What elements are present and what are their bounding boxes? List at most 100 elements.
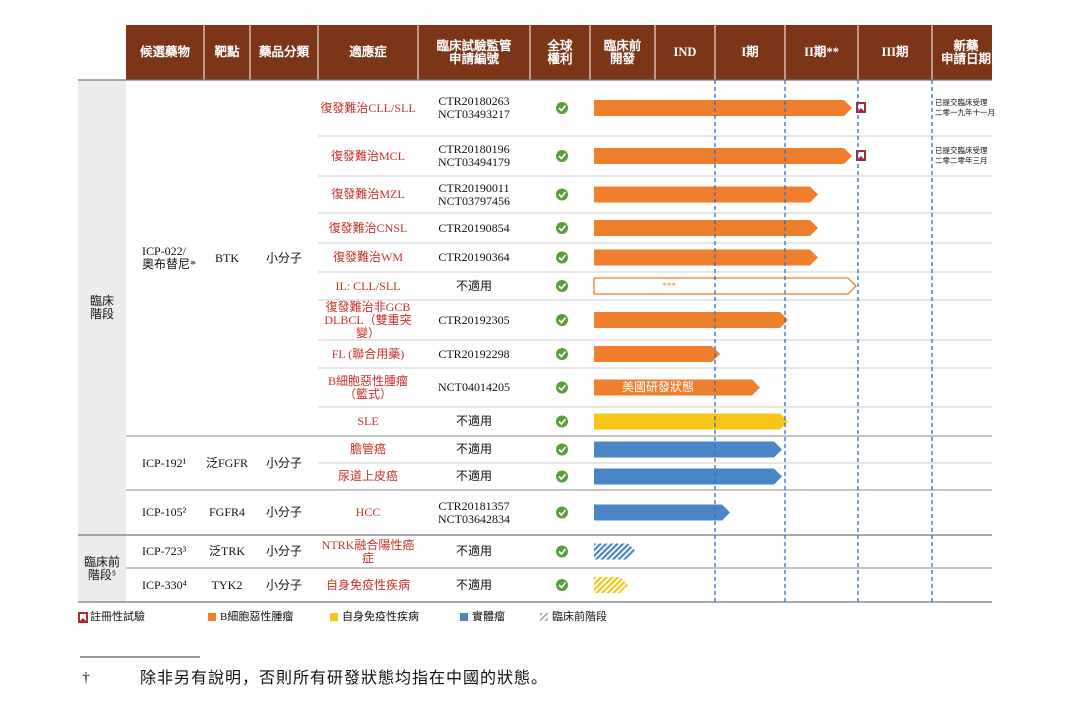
header-cell: 適應症 bbox=[349, 45, 387, 59]
drug-class: 小分子 bbox=[265, 544, 302, 558]
progress-bar bbox=[594, 100, 852, 116]
indication: FL (聯合用藥) bbox=[331, 346, 405, 361]
drug-class: 小分子 bbox=[265, 505, 302, 519]
section-label: 臨床 階段 bbox=[89, 293, 114, 321]
indication: IL: CLL/SLL bbox=[335, 278, 401, 293]
header-cell: 藥品分類 bbox=[258, 45, 309, 59]
rights-check-mark bbox=[558, 384, 567, 392]
legend-label: B細胞惡性腫瘤 bbox=[220, 611, 294, 623]
rights-check-mark bbox=[558, 509, 567, 517]
drug-name: ICP-022/ 奧布替尼* bbox=[142, 244, 197, 271]
rights-check bbox=[556, 188, 568, 201]
legend-label: 註冊性試驗 bbox=[90, 611, 145, 623]
registration-icon-mark bbox=[80, 614, 86, 621]
drug-name: ICP-105² bbox=[142, 505, 187, 519]
rights-check-mark bbox=[558, 225, 567, 232]
indication: 復發難治CLL/SLL bbox=[320, 100, 416, 115]
legend-swatch bbox=[208, 613, 216, 621]
trial-id: CTR20180263 NCT03493217 bbox=[438, 94, 510, 121]
drug-class: 小分子 bbox=[265, 577, 302, 592]
trial-id: CTR20181357 NCT03642834 bbox=[438, 498, 510, 526]
progress-bar bbox=[594, 220, 818, 236]
bar-label: *** bbox=[662, 280, 676, 291]
legend-label: 臨床前階段 bbox=[552, 611, 607, 623]
trial-id: CTR20190011 NCT03797456 bbox=[438, 180, 510, 208]
rights-check bbox=[556, 251, 568, 264]
drug-name: ICP-723³ bbox=[142, 544, 187, 558]
indication: SLE bbox=[357, 414, 379, 428]
header-bg bbox=[126, 25, 992, 80]
progress-bar bbox=[593, 277, 857, 295]
registration-icon-mark bbox=[858, 152, 864, 159]
progress-bar bbox=[594, 379, 760, 396]
progress-bar bbox=[594, 577, 628, 593]
progress-bar bbox=[594, 543, 636, 560]
target: FGFR4 bbox=[208, 505, 246, 519]
progress-bar bbox=[594, 504, 730, 521]
target: 泛FGFR bbox=[205, 455, 249, 470]
header-cell: 靶點 bbox=[214, 45, 240, 59]
trial-id: 不適用 bbox=[455, 577, 492, 592]
rights-check-mark bbox=[558, 548, 567, 556]
section-label: 臨床前 階段⁵ bbox=[83, 554, 120, 582]
indication: 自身免疫性疾病 bbox=[325, 577, 410, 592]
rights-check-mark bbox=[558, 283, 567, 290]
footnote-text: 除非另有說明，否則所有研發狀態均指在中國的狀態。 bbox=[140, 669, 549, 687]
indication: B細胞惡性腫瘤 （籃式） bbox=[327, 373, 408, 401]
bar-label: 美國研發狀態 bbox=[622, 380, 695, 394]
progress-bar bbox=[594, 468, 782, 485]
drug-class: 小分子 bbox=[265, 250, 302, 265]
indication: 尿道上皮癌 bbox=[337, 469, 398, 483]
indication: 復發難治MZL bbox=[331, 187, 405, 201]
target: BTK bbox=[215, 250, 239, 265]
rights-check bbox=[556, 470, 568, 483]
rights-check-mark bbox=[558, 254, 567, 262]
trial-id: 不適用 bbox=[455, 414, 492, 428]
trial-id: 不適用 bbox=[455, 442, 492, 456]
rights-check-mark bbox=[558, 105, 567, 112]
trial-id: 不適用 bbox=[455, 278, 492, 293]
trial-id: CTR20190364 bbox=[438, 250, 510, 264]
rights-check-mark bbox=[558, 582, 567, 589]
header-cell: 全球 權利 bbox=[547, 38, 573, 66]
rights-check-mark bbox=[558, 153, 567, 160]
rights-check bbox=[556, 545, 568, 558]
rights-check-mark bbox=[558, 418, 567, 426]
nda-date: 已提交臨床受理 二零一九年十一月 bbox=[935, 98, 995, 117]
trial-id: 不適用 bbox=[455, 469, 492, 483]
rights-check-mark bbox=[558, 473, 567, 481]
rights-check-mark bbox=[558, 317, 567, 324]
trial-id: CTR20180196 NCT03494179 bbox=[438, 142, 510, 169]
progress-bar bbox=[594, 249, 818, 266]
header-cell: II期** bbox=[804, 45, 839, 59]
trial-id: NCT04014205 bbox=[438, 380, 510, 394]
header-cell: 臨床前 開發 bbox=[603, 38, 642, 66]
trial-id: CTR20192305 bbox=[438, 312, 510, 327]
rights-check bbox=[556, 381, 568, 394]
header-cell: III期 bbox=[881, 45, 909, 59]
rights-check bbox=[556, 102, 568, 114]
indication: 膽管癌 bbox=[349, 442, 386, 456]
footnote-mark: † bbox=[82, 669, 90, 686]
registration-icon-mark bbox=[858, 104, 864, 111]
progress-bar bbox=[594, 186, 818, 203]
legend-swatch bbox=[540, 613, 548, 621]
rights-check bbox=[556, 280, 568, 292]
progress-bar bbox=[594, 413, 788, 430]
legend-swatch bbox=[460, 613, 468, 621]
rights-check bbox=[556, 314, 568, 326]
rights-check-mark bbox=[558, 351, 567, 358]
header-cell: IND bbox=[673, 45, 697, 59]
legend-label: 自身免疫性疾病 bbox=[342, 611, 419, 623]
trial-id: CTR20190854 bbox=[438, 220, 510, 235]
indication: 復發難治WM bbox=[333, 250, 403, 264]
progress-bar bbox=[594, 148, 852, 164]
rights-check bbox=[556, 415, 568, 428]
trial-id: CTR20192298 bbox=[438, 346, 510, 361]
target: TYK2 bbox=[211, 577, 243, 592]
section-column bbox=[78, 80, 126, 602]
progress-bar bbox=[594, 312, 788, 328]
rights-check bbox=[556, 348, 568, 360]
nda-date: 已提交臨床受理 二零二零年三月 bbox=[935, 146, 988, 165]
